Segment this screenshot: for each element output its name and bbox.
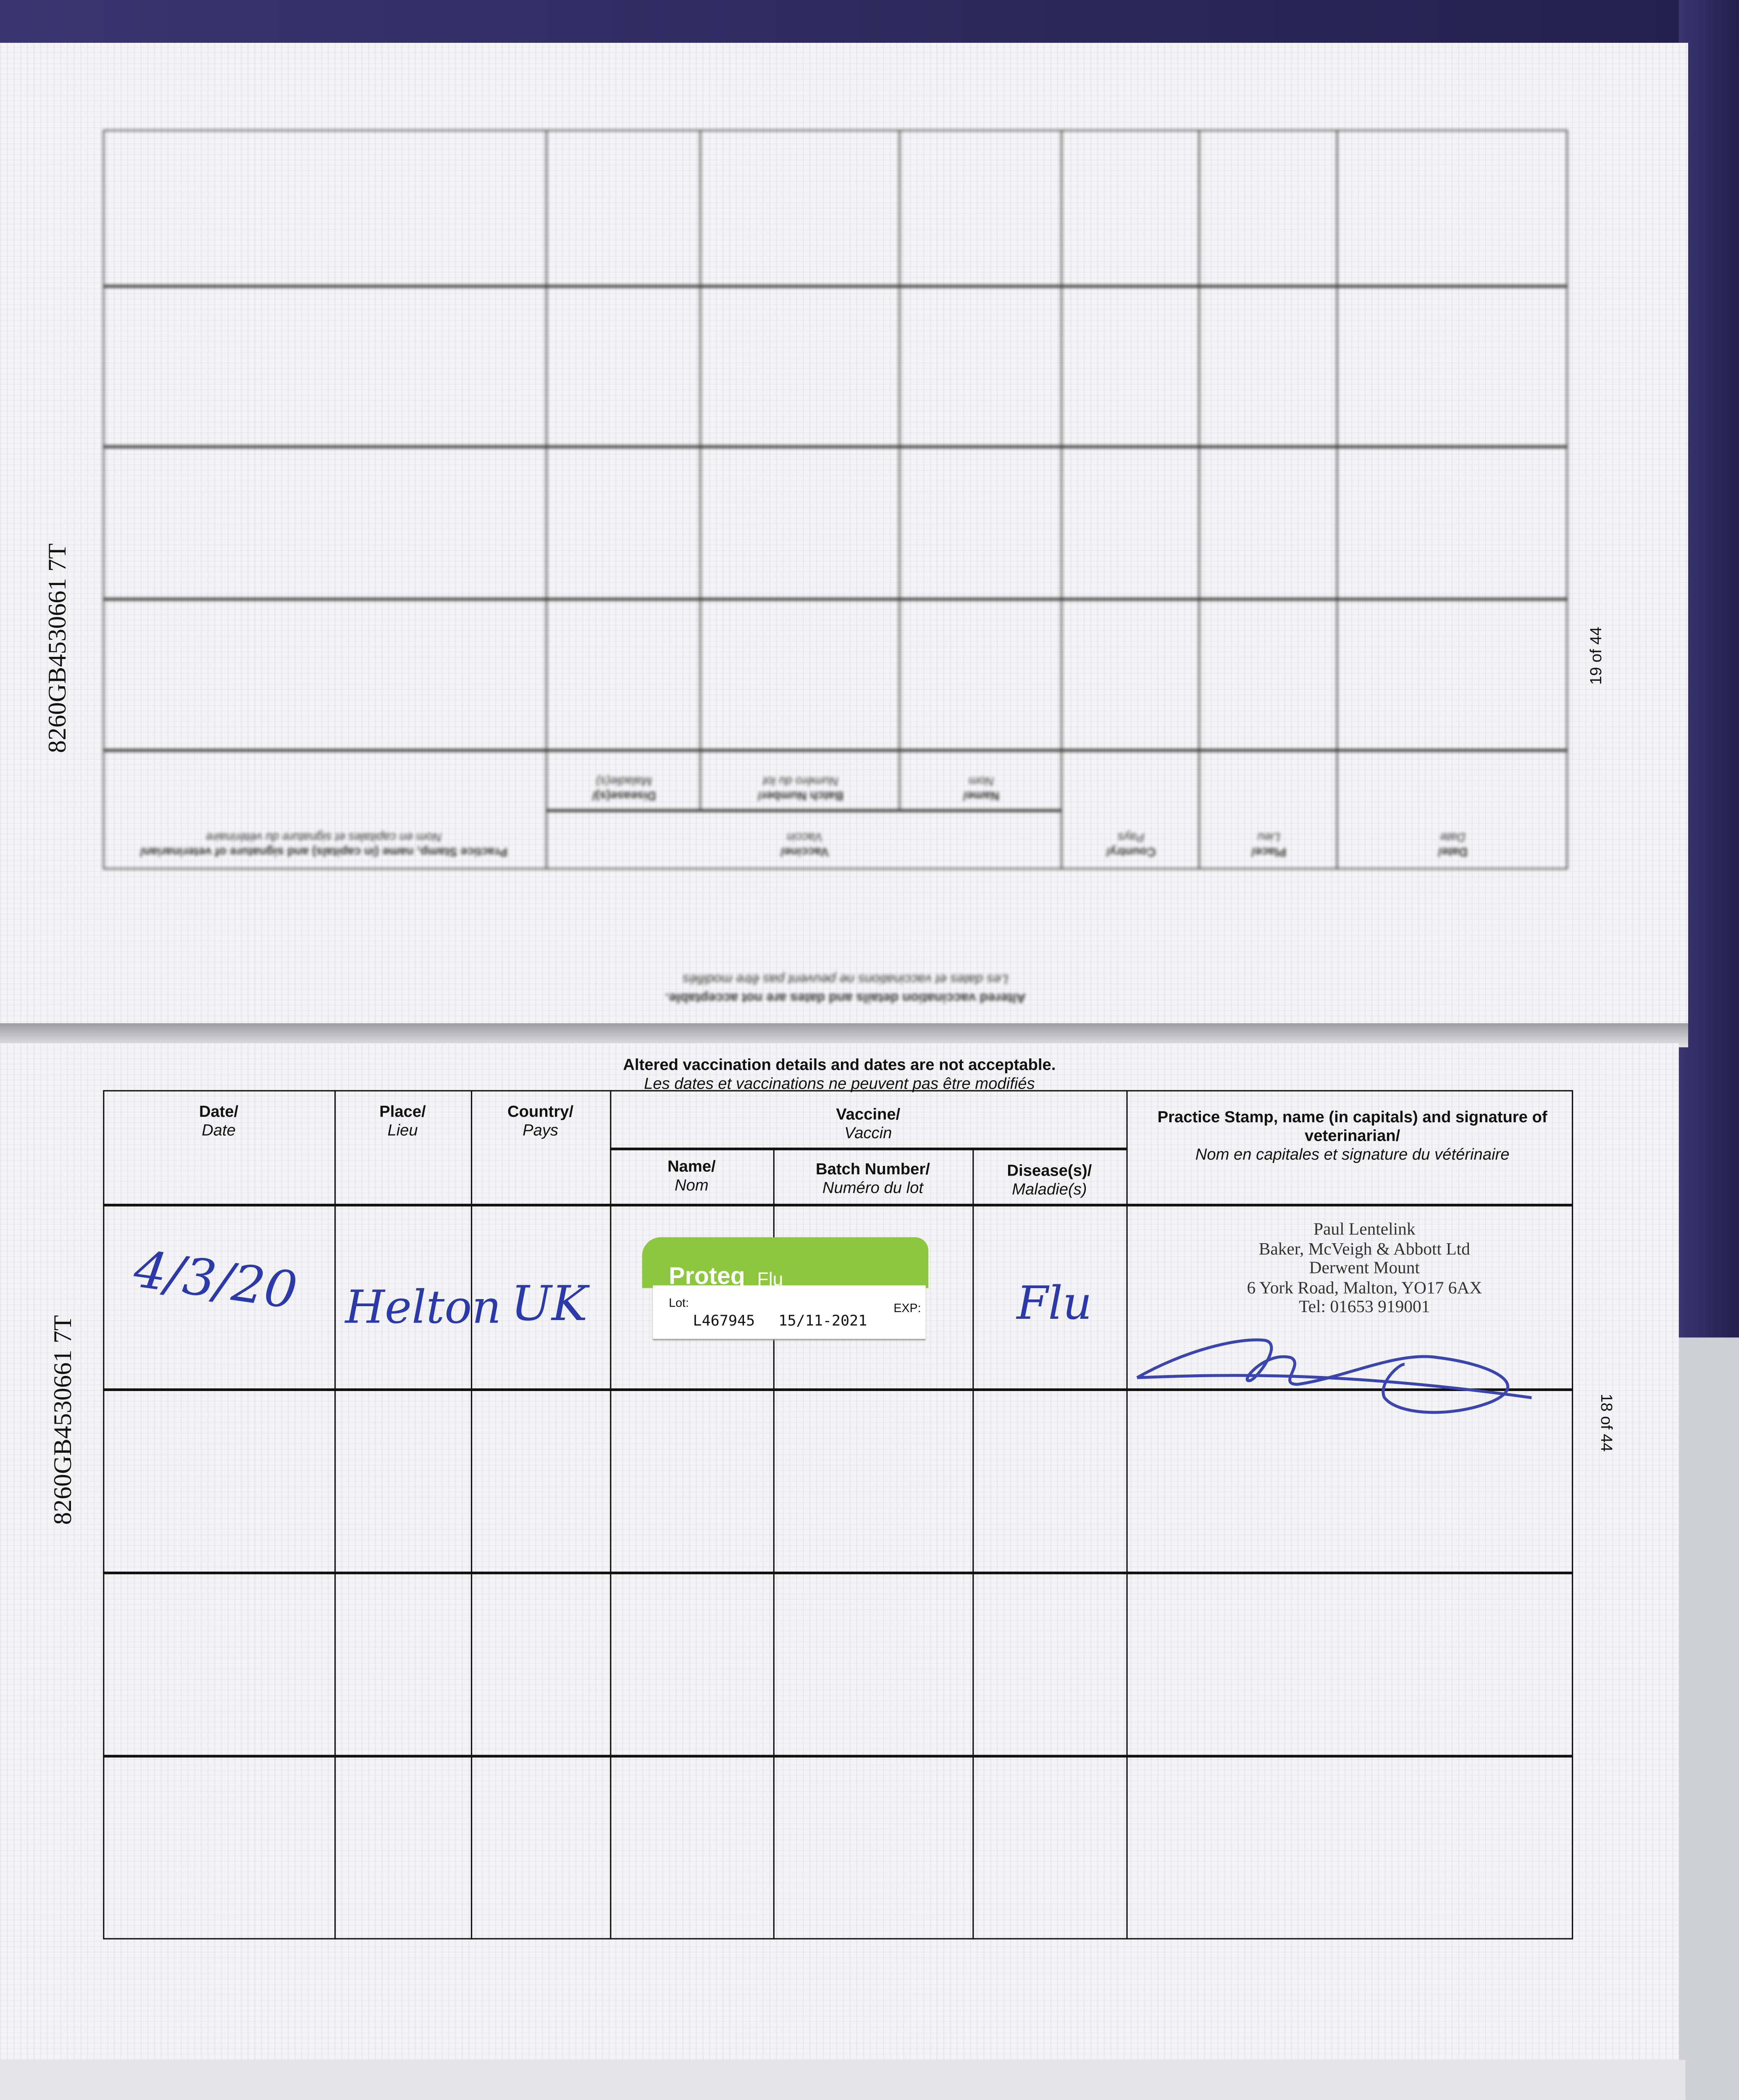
top-batch-header: Batch Number/Numéro du lot [758,774,843,803]
top-name-header: Name/Nom [963,774,999,803]
sticker-lot-label: Lot: [669,1296,689,1310]
batch-number-header: Batch Number/Numéro du lot [816,1160,930,1197]
practice-stamp: Paul Lentelink Baker, McVeigh & Abbott L… [1164,1218,1565,1317]
vet-signature [1136,1338,1532,1414]
top-country-header: Country/Pays [1106,830,1156,859]
sticker-brand: Proteq [669,1263,745,1289]
place-header: Place/Lieu [379,1102,426,1140]
cover-top-edge [0,0,1739,48]
vaccine-name-header: Name/Nom [667,1157,716,1194]
entry-country: UK [511,1277,588,1332]
top-vaccine-header: Vaccine/Vaccin [780,830,829,859]
top-stamp-header: Practice Stamp, name (in capitals) and s… [140,830,507,859]
top-page [0,42,1688,1033]
sticker-green-band [642,1237,929,1288]
bottom-serial-number: 8260GB4530661 7T [49,1315,78,1525]
stamp-tel: Tel: 01653 919001 [1299,1296,1430,1316]
entry-disease: Flu [1017,1277,1092,1331]
top-page-number: 19 of 44 [1586,627,1605,685]
sticker-product: Flu [757,1268,783,1289]
entry-place: Helton [345,1281,502,1335]
vaccine-sticker: Proteq Flu Lot: EXP: L467945 15/11-2021 [639,1237,929,1341]
top-notice: Altered vaccination details and dates ar… [665,971,1026,1005]
page-stack-edge [1679,1337,1739,2100]
disease-header: Disease(s)/Maladie(s) [1007,1161,1092,1199]
cover-right-edge [1679,0,1739,1338]
bottom-page [0,1043,1679,2060]
top-serial-number: 8260GB4530661 7T [44,543,72,753]
stamp-vet-name: Paul Lentelink [1313,1218,1416,1239]
sticker-exp-label: EXP: [893,1301,921,1315]
stamp-address-1: Derwent Mount [1309,1257,1420,1278]
vaccination-table [103,1090,1574,1940]
top-page-table-upside-down: Date/Date Place/Lieu Country/Pays Vaccin… [0,43,1688,1033]
stamp-practice: Baker, McVeigh & Abbott Ltd [1258,1238,1470,1258]
page-bottom-edge [0,2060,1686,2100]
sticker-white-panel [653,1285,926,1339]
top-disease-header: Disease(s)/Maladie(s) [592,774,656,803]
stamp-address-2: 6 York Road, Malton, YO17 6AX [1247,1276,1482,1297]
vaccine-header: Vaccine/Vaccin [836,1105,901,1142]
top-place-header: Place/Lieu [1251,830,1287,859]
date-header: Date/Date [199,1102,239,1140]
practice-stamp-header: Practice Stamp, name (in capitals) and s… [1157,1107,1547,1164]
top-date-header: Date/Date [1438,830,1468,859]
sticker-expiry: 15/11-2021 [778,1312,867,1330]
country-header: Country/Pays [507,1102,574,1140]
top-table [103,129,1568,869]
bottom-page-number: 18 of 44 [1597,1394,1616,1452]
notice: Altered vaccination details and dates ar… [623,1055,1056,1093]
sticker-lot-number: L467945 [693,1312,755,1330]
